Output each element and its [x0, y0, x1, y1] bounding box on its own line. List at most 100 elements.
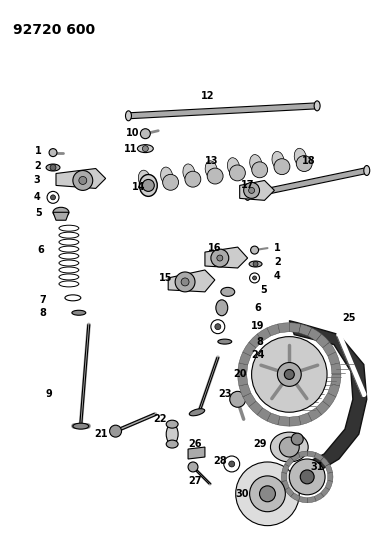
Text: 26: 26 — [188, 439, 202, 449]
Circle shape — [230, 391, 246, 407]
Text: 9: 9 — [46, 389, 52, 399]
Ellipse shape — [138, 170, 151, 188]
Ellipse shape — [166, 440, 178, 448]
Ellipse shape — [270, 432, 308, 462]
Polygon shape — [314, 453, 324, 461]
Ellipse shape — [53, 207, 69, 217]
Polygon shape — [289, 322, 301, 333]
Text: 31: 31 — [310, 462, 324, 472]
Polygon shape — [239, 352, 251, 365]
Polygon shape — [281, 472, 287, 481]
Text: 8: 8 — [40, 308, 46, 318]
Polygon shape — [307, 497, 316, 503]
Circle shape — [188, 462, 198, 472]
Polygon shape — [308, 408, 321, 421]
Text: 27: 27 — [188, 476, 202, 486]
Polygon shape — [299, 324, 312, 336]
Text: 24: 24 — [251, 350, 264, 360]
Ellipse shape — [161, 167, 173, 185]
Ellipse shape — [183, 164, 195, 182]
Ellipse shape — [189, 409, 205, 416]
Text: 16: 16 — [208, 243, 222, 253]
Polygon shape — [328, 472, 333, 481]
Ellipse shape — [272, 151, 284, 169]
Polygon shape — [243, 393, 256, 407]
Text: 28: 28 — [213, 456, 227, 466]
Ellipse shape — [126, 111, 131, 121]
Text: 25: 25 — [342, 313, 356, 323]
Polygon shape — [291, 493, 300, 501]
Circle shape — [73, 171, 93, 190]
Circle shape — [291, 433, 303, 445]
Ellipse shape — [314, 101, 320, 111]
Text: 19: 19 — [251, 321, 264, 330]
Circle shape — [253, 276, 257, 280]
Ellipse shape — [137, 144, 153, 152]
Text: 20: 20 — [233, 369, 246, 379]
Ellipse shape — [205, 161, 217, 179]
Polygon shape — [299, 413, 312, 425]
Polygon shape — [285, 457, 294, 466]
Circle shape — [51, 195, 55, 200]
Polygon shape — [249, 401, 263, 415]
Ellipse shape — [166, 420, 178, 428]
Ellipse shape — [245, 190, 251, 200]
Polygon shape — [282, 481, 289, 490]
Circle shape — [244, 182, 259, 198]
Polygon shape — [168, 270, 215, 292]
Circle shape — [49, 149, 57, 157]
Circle shape — [252, 162, 268, 177]
Text: 6: 6 — [254, 303, 261, 313]
Circle shape — [175, 272, 195, 292]
Circle shape — [274, 159, 290, 175]
Polygon shape — [331, 375, 341, 386]
Circle shape — [277, 362, 301, 386]
Polygon shape — [323, 393, 336, 407]
Polygon shape — [278, 416, 289, 426]
Text: 18: 18 — [302, 156, 316, 166]
Circle shape — [250, 476, 285, 512]
Circle shape — [217, 255, 223, 261]
Polygon shape — [291, 453, 300, 461]
Text: 5: 5 — [35, 208, 41, 219]
Polygon shape — [321, 487, 330, 497]
Circle shape — [248, 188, 255, 193]
Ellipse shape — [218, 339, 232, 344]
Circle shape — [224, 456, 240, 472]
Polygon shape — [328, 384, 340, 397]
Circle shape — [279, 437, 299, 457]
Circle shape — [289, 459, 325, 495]
Circle shape — [79, 176, 87, 184]
Ellipse shape — [216, 300, 228, 316]
Text: 6: 6 — [38, 245, 44, 255]
Ellipse shape — [166, 424, 178, 444]
Text: 4: 4 — [274, 271, 281, 281]
Text: 30: 30 — [235, 489, 248, 499]
Polygon shape — [321, 457, 330, 466]
Circle shape — [47, 191, 59, 203]
Ellipse shape — [65, 295, 81, 301]
Circle shape — [259, 486, 275, 502]
Polygon shape — [257, 408, 271, 421]
Circle shape — [236, 462, 299, 526]
Polygon shape — [267, 413, 280, 425]
Circle shape — [185, 171, 201, 187]
Polygon shape — [188, 447, 205, 459]
Text: 22: 22 — [154, 414, 167, 424]
Circle shape — [163, 174, 179, 190]
Polygon shape — [267, 324, 280, 336]
Circle shape — [284, 369, 294, 379]
Polygon shape — [285, 487, 294, 497]
Text: 23: 23 — [218, 389, 232, 399]
Ellipse shape — [227, 158, 239, 175]
Ellipse shape — [72, 310, 86, 315]
Polygon shape — [323, 342, 336, 356]
Polygon shape — [289, 321, 367, 471]
Polygon shape — [53, 212, 69, 220]
Text: 10: 10 — [126, 128, 139, 138]
Text: 12: 12 — [201, 91, 215, 101]
Polygon shape — [240, 181, 275, 200]
Polygon shape — [298, 497, 307, 503]
Polygon shape — [325, 481, 333, 490]
Text: 2: 2 — [274, 257, 281, 267]
